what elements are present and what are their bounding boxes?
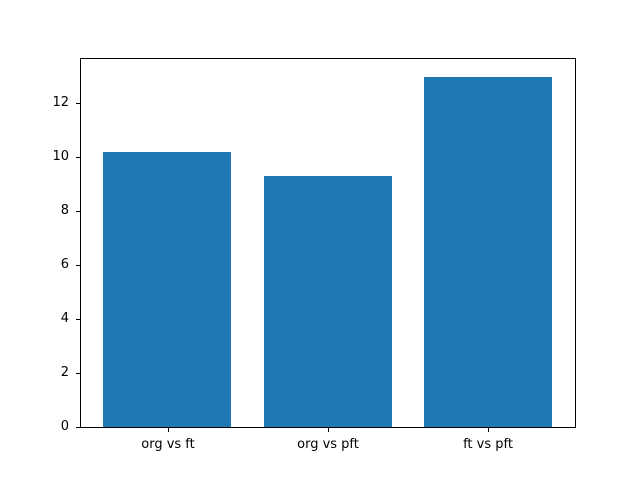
y-axis-tick-mark bbox=[76, 103, 80, 104]
x-axis-tick-label: org vs pft bbox=[297, 437, 359, 452]
bar bbox=[424, 77, 552, 427]
plot-area: 0 2 4 6 8 10 12 org vs ft org vs pft ft vs pft bbox=[52, 58, 576, 452]
x-axis-tick-mark bbox=[488, 428, 489, 432]
x-axis-tick-label: org vs ft bbox=[141, 437, 195, 452]
y-axis-tick-label: 4 bbox=[60, 311, 69, 326]
y-axis-tick-label: 0 bbox=[60, 419, 69, 434]
y-axis-tick-mark bbox=[76, 211, 80, 212]
bar bbox=[103, 152, 231, 427]
y-axis-tick-mark bbox=[76, 373, 80, 374]
y-axis-tick-mark bbox=[76, 319, 80, 320]
y-axis-tick-label: 2 bbox=[60, 365, 69, 380]
y-axis-tick-mark bbox=[76, 427, 80, 428]
y-axis-tick-label: 6 bbox=[60, 257, 69, 272]
x-axis-tick-label: ft vs pft bbox=[463, 437, 513, 452]
x-axis-tick-mark bbox=[168, 428, 169, 432]
bar bbox=[264, 176, 392, 427]
y-axis-tick-mark bbox=[76, 265, 80, 266]
x-axis-tick-mark bbox=[328, 428, 329, 432]
y-axis-tick-label: 8 bbox=[60, 203, 69, 218]
y-axis-tick-label: 12 bbox=[52, 95, 69, 110]
y-axis-tick-label: 10 bbox=[52, 149, 69, 164]
y-axis-tick-mark bbox=[76, 157, 80, 158]
